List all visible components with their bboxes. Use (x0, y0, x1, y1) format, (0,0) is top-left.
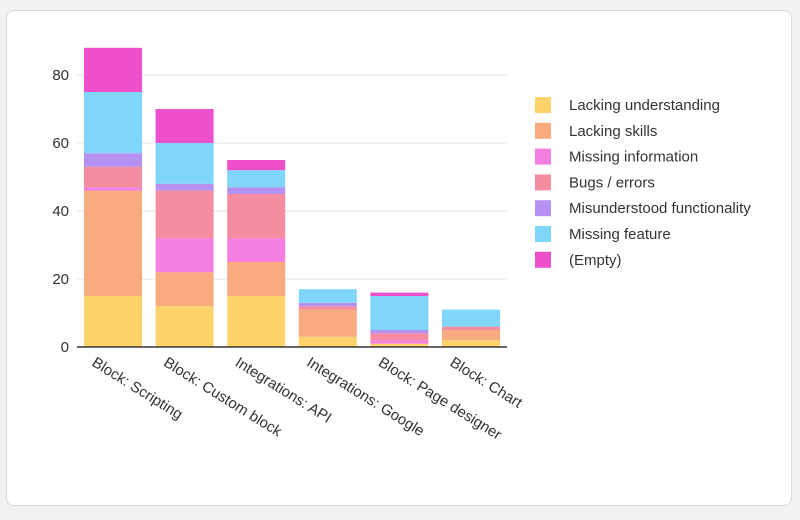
bar-segment (370, 330, 429, 334)
y-tick-label: 40 (52, 203, 69, 220)
y-tick-label: 80 (52, 67, 69, 84)
bar-segment (442, 309, 500, 327)
bars-layer (84, 47, 500, 347)
bar-segment (155, 238, 214, 273)
bar-segment (442, 330, 500, 341)
bar-segment (84, 166, 142, 188)
bar-segment (84, 153, 142, 167)
bar-segment (227, 262, 286, 296)
bar-segment (442, 340, 500, 347)
bar-segment (84, 190, 142, 296)
legend-swatch (535, 97, 551, 113)
bar-segment (155, 143, 214, 184)
x-tick-label: Integrations: Google (304, 354, 428, 440)
legend-label: Missing information (569, 149, 698, 166)
grid-layer (77, 74, 507, 280)
bar-segment (155, 306, 214, 347)
legend-swatch (535, 251, 551, 268)
bar-segment (370, 343, 429, 347)
y-tick-label: 0 (61, 339, 69, 356)
bar-segment (84, 92, 142, 154)
legend-swatch (535, 226, 551, 242)
x-tick-label: Block: Custom block (160, 354, 285, 441)
bar-segment (298, 336, 357, 347)
bar-segment (155, 272, 214, 307)
bar-segment (155, 183, 214, 191)
legend-swatch (535, 148, 551, 165)
bar-segment (227, 194, 286, 239)
bar-segment (370, 333, 429, 341)
bar-segment (298, 289, 357, 303)
legend-label: Bugs / errors (569, 174, 655, 191)
bar-segment (227, 238, 286, 262)
legend-swatch (535, 174, 551, 191)
legend: Lacking understanding Lacking skills Missi… (535, 97, 751, 269)
bar-segment (84, 187, 142, 191)
bar-segment (298, 309, 357, 337)
bar-segment (155, 109, 214, 143)
bar-segment (370, 292, 429, 296)
bar-segment (442, 326, 500, 330)
legend-label: (Empty) (569, 252, 622, 269)
bar-segment (370, 340, 429, 344)
x-tick-label: Block: Page designer (375, 354, 504, 444)
bar-segment (84, 47, 142, 92)
bar-segment (227, 170, 286, 188)
y-tick-label: 60 (52, 135, 69, 152)
legend-label: Lacking understanding (569, 97, 720, 114)
chart-card: 0 20 40 60 80 Block: Scripting Block: Custom b… (6, 10, 792, 506)
bar-segment (227, 296, 286, 347)
y-tick-label: 20 (52, 271, 69, 288)
bar-segment (298, 306, 357, 310)
legend-label: Misunderstood functionality (569, 200, 751, 217)
bar-segment (155, 190, 214, 239)
bar-segment (298, 302, 357, 307)
legend-swatch (535, 122, 551, 139)
bar-segment (227, 160, 286, 171)
legend-swatch (535, 200, 551, 217)
bar-segment (84, 296, 142, 347)
bar-segment (227, 187, 286, 194)
legend-label: Lacking skills (569, 123, 657, 140)
bar-segment (370, 296, 429, 330)
legend-label: Missing feature (569, 226, 671, 243)
